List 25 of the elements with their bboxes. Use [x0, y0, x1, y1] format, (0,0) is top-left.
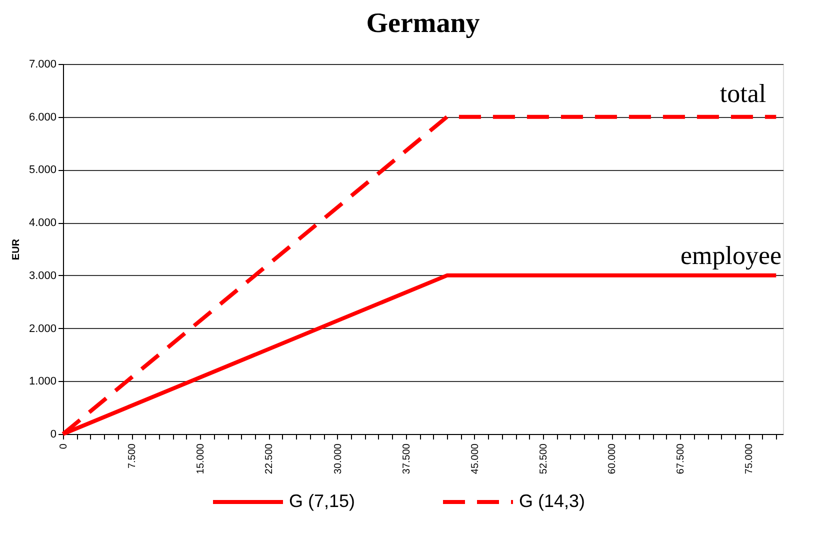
x-tick-label: 75.000 [744, 443, 756, 474]
y-tick-label: 3.000 [28, 270, 56, 282]
y-tick-label: 5.000 [28, 164, 56, 176]
x-tick-label: 67.500 [676, 443, 687, 474]
annotation: employee [680, 241, 782, 270]
chart-title: Germany [366, 8, 480, 39]
legend-label: G (14,3) [519, 491, 586, 511]
x-tick-label: 15.000 [196, 443, 207, 474]
y-tick-label: 6.000 [28, 111, 56, 124]
x-tick-label: 52.500 [538, 443, 550, 474]
x-tick-label: 7.500 [127, 443, 138, 469]
annotation: total [720, 79, 766, 108]
x-tick-label: 60.000 [607, 443, 618, 474]
x-tick-label: 37.500 [401, 443, 412, 474]
x-tick-label: 22.500 [264, 443, 276, 474]
y-tick-label: 4.000 [28, 217, 56, 230]
x-tick-label: 45.000 [470, 443, 481, 474]
y-tick-label: 2.000 [28, 322, 56, 335]
legend-label: G (7,15) [289, 491, 356, 511]
y-tick-label: 1.000 [28, 376, 56, 388]
y-tick-label: 0 [50, 428, 56, 440]
x-tick-label: 0 [58, 443, 70, 450]
y-tick-label: 7.000 [28, 58, 56, 70]
y-axis-title: EUR [10, 238, 22, 260]
x-tick-label: 30.000 [332, 443, 344, 474]
